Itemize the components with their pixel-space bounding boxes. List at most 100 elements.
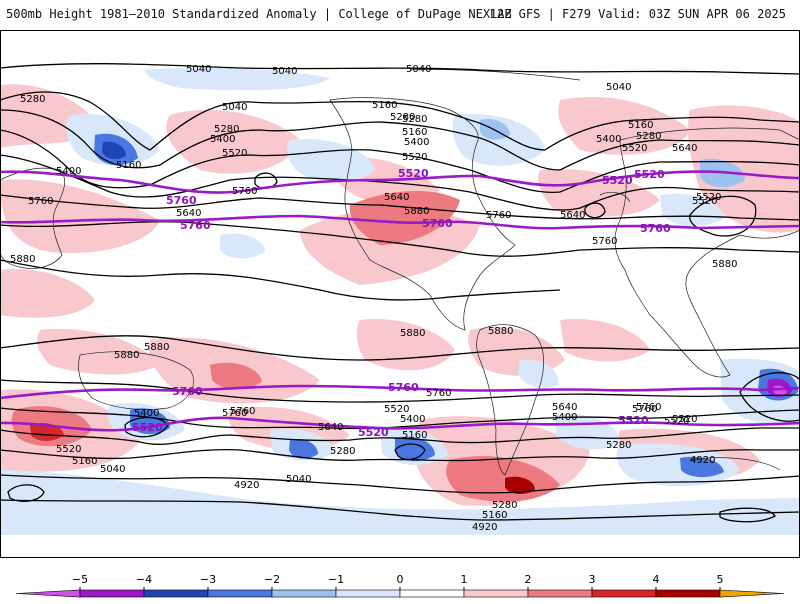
contour-label: 5400: [552, 412, 577, 423]
contour-label: 5040: [286, 474, 311, 485]
contour-label: 4920: [690, 455, 715, 466]
contour-label: 5880: [488, 326, 513, 337]
colorbar-swatch: [79, 589, 145, 598]
contour-label: 5640: [384, 192, 409, 203]
model-run-info: 12Z GFS | F279 Valid: 03Z SUN APR 06 202…: [489, 7, 786, 21]
contour-label: 5640: [318, 422, 343, 433]
highlight-contour-label: 5520: [398, 167, 429, 180]
highlight-contour-label: 5520: [132, 421, 163, 434]
contour-label: 5760: [636, 402, 661, 413]
highlight-contour-label: 5760: [422, 217, 453, 230]
contour-label: 5760: [230, 406, 255, 417]
contour-label: 5520: [672, 414, 697, 425]
contour-label: 5160: [628, 120, 653, 131]
highlight-contour-label: 5760: [388, 381, 419, 394]
contour-label: 5280: [636, 131, 661, 142]
contour-label: 5400: [400, 414, 425, 425]
colorbar-tick-label: −2: [264, 573, 280, 586]
height-contours: [0, 63, 800, 523]
contour-label: 5160: [116, 160, 141, 171]
contour-label: 5400: [404, 137, 429, 148]
contour-label: 5280: [492, 500, 517, 511]
contour-label: 5160: [402, 430, 427, 441]
contour-label: 5520: [622, 143, 647, 154]
contour-label: 5400: [134, 408, 159, 419]
colorbar-swatch: [143, 589, 209, 598]
contour-label: 5520: [696, 192, 721, 203]
contour-label: 5400: [56, 166, 81, 177]
contour-label: 5760: [426, 388, 451, 399]
contour-label: 5160: [372, 100, 397, 111]
colorbar-tick-label: 2: [525, 573, 532, 586]
colorbar-tick-label: −4: [136, 573, 152, 586]
colorbar-swatch: [207, 589, 273, 598]
highlight-contour-label: 5760: [166, 194, 197, 207]
contour-label: 5880: [10, 254, 35, 265]
highlight-contour-label: 5760: [640, 222, 671, 235]
colorbar-swatch: [271, 589, 337, 598]
contour-label: 4920: [472, 522, 497, 533]
highlight-contour-label: 5520: [634, 168, 665, 181]
header-bar: 500mb Height 1981–2010 Standardized Anom…: [0, 0, 800, 30]
highlight-contours: [0, 170, 800, 432]
colorbar-swatch: [719, 589, 785, 598]
contour-label: 5520: [222, 148, 247, 159]
highlight-contour-label: 5760: [180, 219, 211, 232]
colorbar-tick-label: 5: [717, 573, 724, 586]
colorbar-tick-label: 4: [653, 573, 660, 586]
contour-label: 5040: [406, 64, 431, 75]
colorbar-swatch: [335, 589, 401, 598]
highlight-contour-label: 5520: [358, 426, 389, 439]
contour-label: 5040: [100, 464, 125, 475]
colorbar-swatch: [463, 589, 529, 598]
contour-label: 5160: [482, 510, 507, 521]
colorbar-tick-label: 3: [589, 573, 596, 586]
contour-label: 5880: [114, 350, 139, 361]
contour-label: 5520: [664, 416, 689, 427]
colorbar-swatches: [15, 589, 785, 598]
contour-labels: 5040 5040 5040 5040 5040 5280 5160 5280 …: [10, 64, 737, 533]
contour-label: 5520: [56, 444, 81, 455]
positive-anomaly-shading: [0, 84, 800, 506]
colorbar-tick-label: 1: [461, 573, 468, 586]
contour-label: 5640: [176, 208, 201, 219]
colorbar-tick-label: −1: [328, 573, 344, 586]
contour-label: 5280: [402, 114, 427, 125]
contour-label: 4920: [234, 480, 259, 491]
contour-label: 5040: [606, 82, 631, 93]
colorbar-tick-label: −3: [200, 573, 216, 586]
colorbar-ticks: −5 −4 −3 −2 −1 0 1 2 3 4 5: [72, 573, 724, 590]
contour-label: 5160: [72, 456, 97, 467]
colorbar-swatch: [399, 589, 465, 598]
contour-label: 5880: [144, 342, 169, 353]
contour-label: 5160: [402, 127, 427, 138]
contour-label: 5280: [606, 440, 631, 451]
highlight-contour-label: 5520: [602, 174, 633, 187]
map-panel: 5040 5040 5040 5040 5040 5280 5160 5280 …: [0, 30, 800, 558]
colorbar: −5 −4 −3 −2 −1 0 1 2 3 4 5: [0, 570, 800, 600]
highlight-contour-label: 5760: [172, 385, 203, 398]
colorbar-swatch: [655, 589, 721, 598]
contour-label: 5880: [404, 206, 429, 217]
contour-label: 5280: [390, 112, 415, 123]
contour-label: 5760: [632, 404, 657, 415]
contour-label: 5760: [232, 186, 257, 197]
map-title: 500mb Height 1981–2010 Standardized Anom…: [6, 7, 512, 21]
contour-label: 5520: [402, 152, 427, 163]
contour-label: 5280: [20, 94, 45, 105]
colorbar-svg: −5 −4 −3 −2 −1 0 1 2 3 4 5: [15, 573, 785, 598]
contour-label: 5760: [222, 408, 247, 419]
colorbar-tick-label: 0: [397, 573, 404, 586]
contour-label: 5640: [672, 143, 697, 154]
anomaly-map: 5040 5040 5040 5040 5040 5280 5160 5280 …: [0, 30, 800, 558]
contour-label: 5880: [712, 259, 737, 270]
colorbar-swatch: [15, 589, 81, 598]
contour-label: 5400: [596, 134, 621, 145]
contour-label: 5520: [384, 404, 409, 415]
contour-label: 5880: [400, 328, 425, 339]
contour-label: 5760: [592, 236, 617, 247]
highlight-contour-label: 5520: [618, 414, 649, 427]
contour-label: 5040: [272, 66, 297, 77]
contour-label: 5640: [552, 402, 577, 413]
contour-label: 5040: [222, 102, 247, 113]
